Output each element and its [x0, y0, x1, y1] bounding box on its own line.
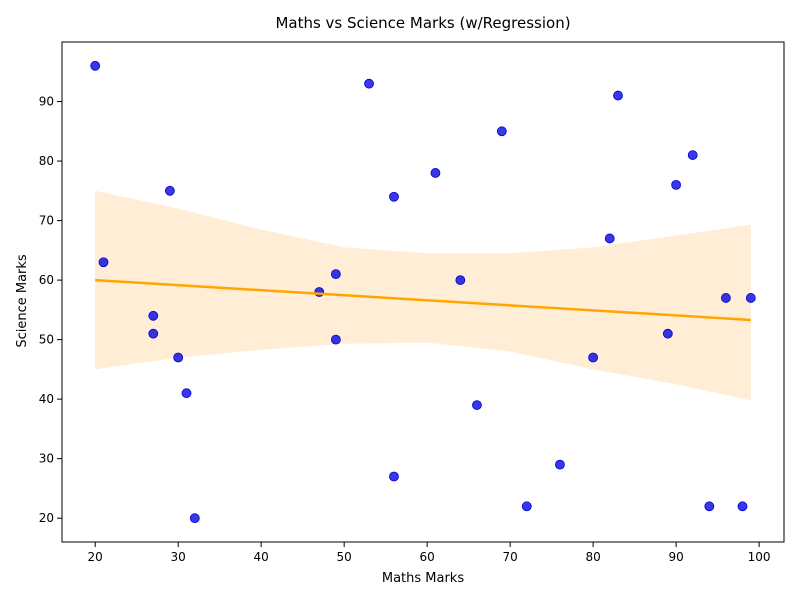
data-point	[704, 501, 715, 512]
data-point	[164, 185, 175, 196]
y-tick-label: 20	[39, 511, 54, 525]
x-axis-title: Maths Marks	[382, 571, 464, 586]
x-tick-label: 50	[337, 550, 352, 564]
data-point	[389, 471, 399, 482]
data-point	[148, 328, 159, 339]
confidence-band	[95, 190, 751, 401]
x-tick-label: 90	[668, 550, 683, 564]
data-point	[721, 293, 731, 303]
data-point	[173, 352, 184, 363]
x-tick-label: 100	[748, 550, 771, 564]
data-point	[148, 310, 159, 321]
data-point	[588, 352, 599, 363]
data-point	[389, 191, 399, 202]
data-point	[662, 328, 673, 339]
chart-title: Maths vs Science Marks (w/Regression)	[275, 14, 570, 32]
regression-line	[95, 278, 751, 322]
x-tick-label: 60	[420, 550, 435, 564]
data-point	[90, 60, 101, 71]
data-point	[455, 275, 466, 285]
x-tick-label: 40	[254, 550, 269, 564]
data-point	[687, 150, 698, 160]
data-point	[745, 293, 756, 303]
data-point	[98, 257, 109, 268]
y-tick-label: 80	[39, 154, 54, 168]
data-point	[330, 269, 341, 280]
y-axis-title: Science Marks	[15, 254, 30, 348]
x-tick-label: 30	[171, 550, 186, 564]
data-point	[555, 459, 565, 470]
data-point	[181, 388, 192, 399]
y-tick-label: 30	[39, 452, 54, 466]
regression-line-layer	[95, 278, 751, 322]
x-tick-label: 20	[88, 550, 103, 564]
data-point	[364, 78, 374, 89]
y-tick-label: 40	[39, 392, 54, 406]
data-point	[472, 400, 482, 410]
y-tick-label: 50	[39, 333, 54, 347]
y-tick-label: 70	[39, 214, 54, 228]
data-point	[613, 90, 623, 101]
data-point	[604, 233, 615, 244]
data-point	[189, 513, 200, 524]
points-layer	[90, 60, 756, 524]
y-tick-label: 60	[39, 273, 54, 287]
x-tick-label: 80	[585, 550, 600, 564]
axes-layer: 20 30 40 50 60 70 80 90 100 20 30 40 50 60 70 80 90	[39, 41, 785, 564]
confidence-band-layer	[95, 190, 751, 401]
data-point	[521, 501, 532, 512]
plot-frame	[61, 41, 785, 543]
data-point	[330, 334, 341, 345]
data-point	[430, 168, 441, 178]
x-tick-label: 70	[502, 550, 517, 564]
data-point	[671, 179, 682, 190]
data-point	[496, 126, 507, 137]
y-tick-label: 90	[39, 95, 54, 109]
data-point	[737, 501, 748, 512]
